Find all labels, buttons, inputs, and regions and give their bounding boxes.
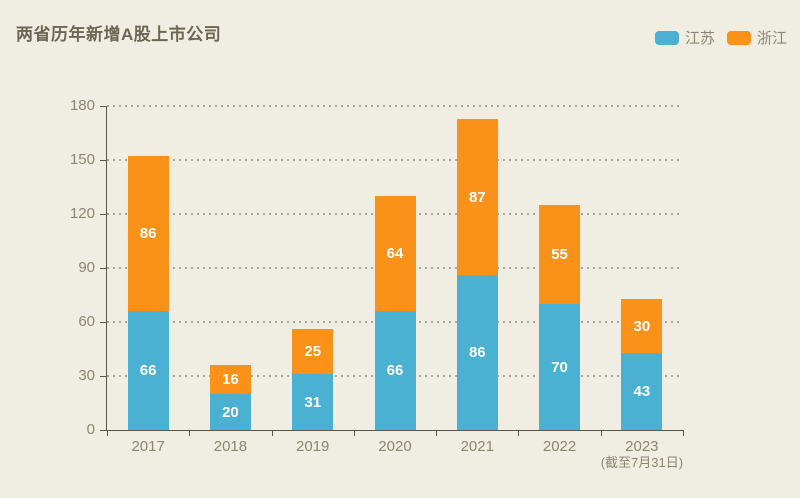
x-axis-label-2022: 2022 xyxy=(518,438,600,455)
x-axis-label-text: 2020 xyxy=(378,438,412,455)
x-axis-tick xyxy=(189,430,190,436)
bar-2017-浙江[interactable]: 86 xyxy=(127,156,169,311)
x-axis-tick xyxy=(272,430,273,436)
bar-value-label: 64 xyxy=(386,245,404,262)
jiangsu-swatch-icon xyxy=(654,30,679,45)
legend-label-zhejiang: 浙江 xyxy=(756,30,787,47)
x-axis-tick xyxy=(518,430,519,436)
y-axis-label: 150 xyxy=(69,151,95,168)
bar-2023-江苏[interactable]: 43 xyxy=(621,353,663,430)
bar-2022-江苏[interactable]: 70 xyxy=(539,304,581,430)
bar-value-label: 25 xyxy=(304,343,322,360)
y-axis-label: 0 xyxy=(86,421,95,438)
x-axis-label-2017: 2017 xyxy=(107,438,189,455)
bar-2017-江苏[interactable]: 66 xyxy=(127,311,169,430)
gridline-150 xyxy=(107,159,683,161)
chart-title: 两省历年新增A股上市公司 xyxy=(16,25,222,44)
bar-2020-浙江[interactable]: 64 xyxy=(374,196,416,311)
gridline-180 xyxy=(107,105,683,107)
x-axis-label-2019: 2019 xyxy=(272,438,354,455)
legend-item-zhejiang[interactable]: 浙江 xyxy=(726,27,787,48)
bar-2023-浙江[interactable]: 30 xyxy=(621,299,663,353)
bar-2018-浙江[interactable]: 16 xyxy=(209,365,251,394)
bar-value-label: 30 xyxy=(633,317,651,335)
x-axis-label-2023: 2023 (截至7月31日) xyxy=(601,438,683,470)
x-axis-tick xyxy=(601,430,602,436)
legend: 江苏 浙江 xyxy=(654,27,787,48)
legend-label-jiangsu: 江苏 xyxy=(684,30,715,47)
x-axis-label-text: 2017 xyxy=(131,438,165,455)
x-axis-tick xyxy=(354,430,355,436)
y-axis-tick xyxy=(100,322,107,323)
bar-value-label: 86 xyxy=(139,225,157,242)
bar-2021-浙江[interactable]: 87 xyxy=(456,119,498,275)
bar-2019-浙江[interactable]: 25 xyxy=(292,329,334,374)
bar-value-label: 70 xyxy=(551,358,568,376)
x-axis-label-text: 2021 xyxy=(460,438,494,455)
bar-value-label: 86 xyxy=(468,344,486,361)
y-axis-label: 60 xyxy=(78,313,95,330)
y-axis-tick xyxy=(100,430,107,431)
bar-2022-浙江[interactable]: 55 xyxy=(539,205,581,304)
plot-area: 0 30 60 90 120 150 180 66 86 2017 20 16 2018 31 25 2019… xyxy=(70,98,684,470)
bar-value-label: 87 xyxy=(468,188,486,206)
x-axis-label-note: (截至7月31日) xyxy=(600,455,684,470)
x-axis-label-2021: 2021 xyxy=(436,438,518,455)
x-axis-label-2020: 2020 xyxy=(354,438,436,455)
y-axis-label: 90 xyxy=(78,259,95,276)
x-axis-label-text: 2023 xyxy=(625,438,659,455)
x-axis-label-2018: 2018 xyxy=(189,438,271,455)
x-axis-label-text: 2018 xyxy=(213,438,248,455)
x-axis-tick xyxy=(436,430,437,436)
bar-value-label: 55 xyxy=(551,246,568,263)
x-axis-tick xyxy=(683,430,684,436)
x-axis-label-text: 2019 xyxy=(296,438,330,455)
x-axis-tick xyxy=(107,430,108,436)
bar-value-label: 16 xyxy=(222,371,239,388)
bar-value-label: 66 xyxy=(139,362,157,379)
bar-2018-江苏[interactable]: 20 xyxy=(209,394,251,430)
y-axis-label: 180 xyxy=(69,97,95,114)
zhejiang-swatch-icon xyxy=(726,30,751,45)
y-axis-label: 30 xyxy=(78,367,95,384)
x-axis-label-text: 2022 xyxy=(542,438,577,455)
bar-value-label: 43 xyxy=(633,383,651,400)
bar-2021-江苏[interactable]: 86 xyxy=(456,275,498,430)
y-axis-tick xyxy=(100,106,107,107)
y-axis-tick xyxy=(100,376,107,377)
y-axis-tick xyxy=(100,214,107,215)
y-axis-tick xyxy=(100,268,107,269)
y-axis-label: 120 xyxy=(69,205,95,222)
bar-value-label: 66 xyxy=(386,362,404,379)
bar-value-label: 20 xyxy=(222,403,239,421)
legend-item-jiangsu[interactable]: 江苏 xyxy=(654,27,715,48)
x-axis-line xyxy=(106,430,684,431)
bar-2020-江苏[interactable]: 66 xyxy=(374,311,416,430)
bar-value-label: 31 xyxy=(304,393,322,411)
bar-2019-江苏[interactable]: 31 xyxy=(292,374,334,430)
y-axis-tick xyxy=(100,160,107,161)
